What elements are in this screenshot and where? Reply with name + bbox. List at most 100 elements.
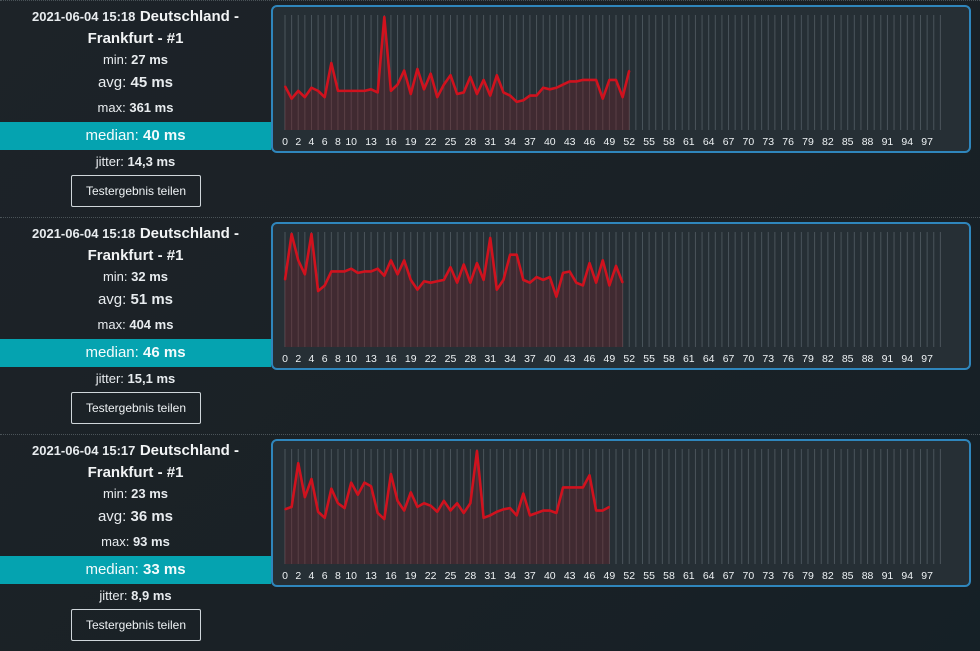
ping-point bbox=[542, 279, 544, 281]
ping-point bbox=[582, 79, 584, 81]
ping-point bbox=[363, 481, 366, 484]
ping-point bbox=[357, 90, 359, 92]
ping-point bbox=[555, 512, 558, 514]
stat-min-value: 23 ms bbox=[131, 486, 169, 501]
x-tick-labels: 0 2 4 6 8 10 13 16 19 22 25 28 31 34 37 40 43 46 49 52 55 58 6… bbox=[282, 353, 933, 365]
x-tick-label: 85 bbox=[842, 353, 854, 365]
ping-point bbox=[383, 16, 386, 18]
x-tick-label: 40 bbox=[544, 353, 556, 365]
x-tick-label: 40 bbox=[544, 136, 556, 148]
x-tick-label: 88 bbox=[862, 353, 874, 365]
x-tick-label: 64 bbox=[703, 570, 715, 582]
stat-min: min: 32 ms bbox=[0, 269, 271, 284]
ping-point bbox=[502, 91, 505, 94]
x-tick-label: 13 bbox=[365, 136, 377, 148]
x-tick-label: 64 bbox=[703, 136, 715, 148]
ping-point bbox=[575, 486, 578, 489]
ping-point bbox=[390, 259, 392, 262]
stat-avg-value: 45 ms bbox=[130, 74, 174, 91]
ping-point bbox=[330, 62, 333, 64]
ping-point bbox=[549, 88, 551, 91]
stat-avg-value: 36 ms bbox=[130, 508, 174, 525]
ping-point bbox=[297, 259, 300, 262]
ping-point bbox=[376, 512, 379, 514]
x-tick-label: 82 bbox=[822, 136, 834, 148]
x-tick-labels: 0 2 4 6 8 10 13 16 19 22 25 28 31 34 37 40 43 46 49 52 55 58 6… bbox=[282, 570, 933, 582]
ping-point bbox=[357, 272, 359, 274]
ping-point bbox=[496, 288, 498, 291]
x-tick-label: 94 bbox=[901, 136, 913, 148]
stat-jitter: jitter: 14,3 ms bbox=[0, 154, 271, 169]
stat-min-label: min: bbox=[102, 269, 128, 284]
ping-point bbox=[476, 93, 478, 95]
stat-median-value: 46 ms bbox=[143, 344, 186, 361]
x-tick-label: 4 bbox=[309, 353, 315, 365]
ping-point bbox=[310, 478, 313, 480]
ping-point bbox=[582, 486, 584, 489]
x-tick-label: 73 bbox=[762, 570, 774, 582]
x-tick-label: 49 bbox=[604, 353, 616, 365]
x-tick-label: 70 bbox=[743, 353, 755, 365]
x-tick-label: 52 bbox=[623, 353, 635, 365]
median-highlight: median: 46 ms bbox=[0, 339, 271, 367]
ping-point bbox=[449, 266, 452, 269]
x-tick-label: 94 bbox=[901, 570, 913, 582]
share-result-button[interactable]: Testergebnis teilen bbox=[71, 392, 201, 424]
ping-point bbox=[502, 279, 505, 281]
ping-point bbox=[290, 506, 293, 508]
result-row: 2021-06-04 15:18 Deutschland - Frankfurt… bbox=[0, 0, 980, 217]
ping-point bbox=[489, 237, 492, 239]
ping-point bbox=[390, 90, 392, 92]
stat-min: min: 27 ms bbox=[0, 52, 271, 67]
ping-point bbox=[330, 270, 333, 273]
ping-point bbox=[529, 281, 531, 284]
stat-avg: avg: 51 ms bbox=[0, 291, 271, 308]
ping-point bbox=[601, 509, 604, 512]
ping-point bbox=[290, 97, 293, 100]
median-highlight: median: 33 ms bbox=[0, 556, 271, 584]
ping-point bbox=[549, 276, 551, 278]
x-tick-label: 52 bbox=[623, 136, 635, 148]
x-tick-label: 0 bbox=[282, 353, 288, 365]
stat-jitter-label: jitter: bbox=[95, 154, 124, 169]
x-tick-label: 6 bbox=[322, 353, 328, 365]
ping-point bbox=[476, 262, 478, 264]
stat-jitter-value: 14,3 ms bbox=[127, 154, 176, 169]
stat-median-value: 40 ms bbox=[143, 127, 186, 144]
ping-point bbox=[383, 518, 386, 520]
ping-point bbox=[284, 85, 286, 87]
ping-point bbox=[323, 96, 326, 98]
x-tick-label: 58 bbox=[663, 136, 675, 148]
ping-point bbox=[343, 90, 346, 92]
ping-point bbox=[343, 270, 346, 273]
result-title: 2021-06-04 15:17 Deutschland - Frankfurt… bbox=[0, 440, 271, 484]
ping-point bbox=[615, 265, 617, 267]
ping-point bbox=[337, 270, 339, 273]
stat-min-value: 27 ms bbox=[131, 52, 169, 67]
stat-median-label: median: bbox=[85, 561, 139, 578]
x-tick-label: 91 bbox=[882, 136, 894, 148]
share-result-button[interactable]: Testergebnis teilen bbox=[71, 609, 201, 641]
x-tick-label: 52 bbox=[623, 570, 635, 582]
x-tick-label: 16 bbox=[385, 570, 397, 582]
ping-point bbox=[403, 259, 405, 262]
ping-point bbox=[608, 284, 611, 287]
x-tick-label: 79 bbox=[802, 136, 814, 148]
stat-jitter-label: jitter: bbox=[99, 588, 128, 603]
stat-min-label: min: bbox=[102, 52, 128, 67]
result-row: 2021-06-04 15:17 Deutschland - Frankfurt… bbox=[0, 434, 980, 651]
stat-jitter-label: jitter: bbox=[95, 371, 124, 386]
ping-point bbox=[522, 279, 525, 281]
ping-point bbox=[601, 259, 604, 262]
ping-point bbox=[529, 514, 531, 517]
x-tick-label: 49 bbox=[604, 570, 616, 582]
ping-point bbox=[482, 517, 485, 519]
x-tick-label: 43 bbox=[564, 570, 576, 582]
x-tick-label: 0 bbox=[282, 570, 288, 582]
share-result-button[interactable]: Testergebnis teilen bbox=[71, 175, 201, 207]
x-tick-label: 76 bbox=[782, 353, 794, 365]
stat-max: max: 361 ms bbox=[0, 100, 271, 115]
ping-point bbox=[449, 74, 452, 77]
ping-point bbox=[515, 101, 518, 103]
